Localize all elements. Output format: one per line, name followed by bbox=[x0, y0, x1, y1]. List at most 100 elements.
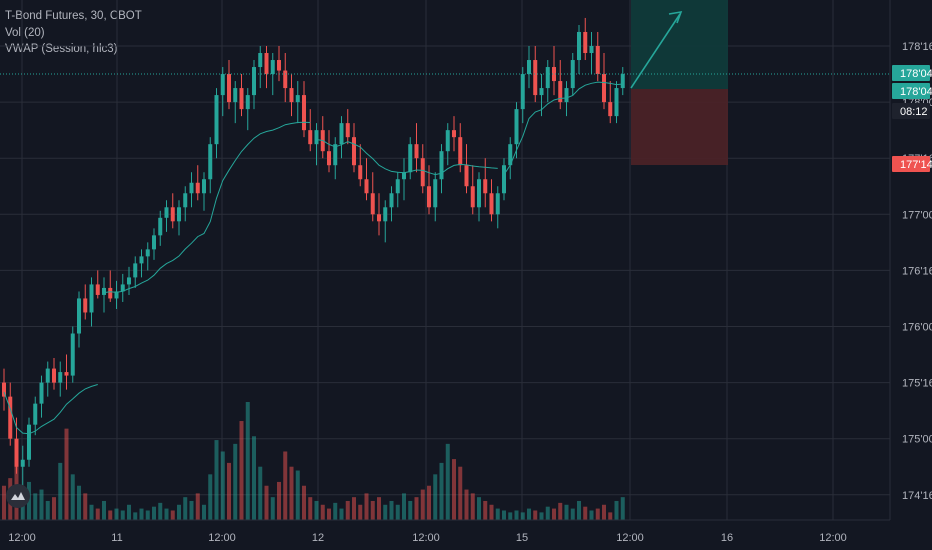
candle-body bbox=[314, 130, 319, 145]
candle-body bbox=[277, 60, 281, 71]
current-price-label: 178'04 bbox=[900, 68, 932, 80]
volume-bar bbox=[220, 451, 225, 520]
candle-body bbox=[389, 193, 394, 208]
volume-bar bbox=[402, 493, 406, 520]
candle-body bbox=[227, 74, 231, 103]
volume-bar bbox=[539, 512, 544, 520]
candle-body bbox=[377, 214, 381, 222]
volume-bar bbox=[464, 489, 469, 520]
volume-bar bbox=[502, 510, 506, 520]
stop-price-label: 177'14 bbox=[900, 159, 932, 171]
time-tick-label: 11 bbox=[111, 532, 122, 544]
stop-price-badge bbox=[892, 156, 930, 172]
candle-body bbox=[20, 459, 25, 467]
volume-bar bbox=[270, 497, 275, 520]
candle-body bbox=[408, 144, 413, 173]
candle-body bbox=[177, 207, 181, 222]
volume-bar bbox=[452, 459, 456, 520]
time-axis[interactable]: 12:00 11 12:00 12 12:00 15 12:00 16 12:00 bbox=[0, 519, 932, 550]
volume-bars bbox=[2, 402, 625, 520]
time-tick-label: 12:00 bbox=[819, 532, 847, 544]
candle-body bbox=[439, 151, 444, 180]
candle-body bbox=[133, 263, 138, 278]
volume-bar bbox=[227, 462, 231, 520]
price-axis[interactable]: 178'16178'00177'16177'00176'16176'00175'… bbox=[889, 0, 932, 550]
candle-body bbox=[258, 53, 263, 68]
volume-bar bbox=[533, 510, 538, 520]
volume-bar bbox=[152, 506, 156, 520]
current-price-badge bbox=[892, 65, 930, 82]
candle-body bbox=[27, 424, 31, 460]
volume-bar bbox=[570, 508, 575, 520]
price-tick-label: 177'00 bbox=[902, 209, 932, 221]
candle-body bbox=[602, 74, 606, 103]
candle-body bbox=[189, 182, 194, 194]
volume-bar bbox=[120, 510, 125, 520]
candle-body bbox=[158, 217, 163, 236]
volume-bar bbox=[620, 497, 625, 520]
candle-body bbox=[214, 95, 219, 145]
volume-bar bbox=[64, 428, 69, 520]
price-tick-label: 174'16 bbox=[902, 490, 932, 502]
volume-bar bbox=[145, 510, 150, 520]
volume-bar bbox=[20, 497, 25, 520]
candle-body bbox=[502, 165, 506, 194]
volume-bar bbox=[195, 493, 200, 520]
volume-bar bbox=[339, 508, 344, 520]
volume-bar bbox=[114, 508, 119, 520]
candle-body bbox=[127, 277, 131, 285]
candle-body bbox=[595, 46, 600, 75]
candle-body bbox=[570, 60, 575, 89]
time-tick-label: 12:00 bbox=[8, 532, 36, 544]
candle-body bbox=[264, 53, 269, 75]
volume-bar bbox=[427, 485, 431, 520]
candle-body bbox=[58, 372, 63, 383]
stop-loss-zone[interactable] bbox=[631, 89, 728, 165]
candle-body bbox=[558, 81, 563, 103]
candle-body bbox=[208, 144, 213, 180]
volume-bar bbox=[233, 443, 238, 520]
candle-body bbox=[333, 144, 338, 166]
candle-body bbox=[308, 130, 313, 145]
volume-bar bbox=[239, 421, 244, 520]
volume-bar bbox=[258, 466, 263, 520]
volume-bar bbox=[214, 440, 219, 520]
candle-body bbox=[164, 207, 169, 218]
candle-body bbox=[89, 284, 94, 313]
candle-body bbox=[352, 137, 356, 166]
candle-body bbox=[477, 179, 481, 208]
volume-bar bbox=[433, 474, 438, 520]
volume-bar bbox=[377, 497, 381, 520]
volume-bar bbox=[370, 500, 375, 520]
candle-body bbox=[545, 67, 550, 89]
volume-indicator-label: Vol (20) bbox=[5, 26, 45, 39]
volume-bar bbox=[445, 443, 450, 520]
volume-bar bbox=[302, 485, 306, 520]
volume-bar bbox=[89, 504, 94, 520]
bar-countdown-label: 08:12 bbox=[900, 106, 928, 118]
candle-body bbox=[533, 60, 538, 96]
tradingview-logo-icon[interactable] bbox=[6, 484, 30, 508]
last-price-badge bbox=[892, 83, 930, 100]
volume-bar bbox=[70, 474, 75, 520]
time-tick-label: 12:00 bbox=[616, 532, 644, 544]
risk-reward-zones[interactable] bbox=[630, 0, 728, 165]
candle-body bbox=[452, 130, 456, 138]
candle-body bbox=[245, 95, 250, 110]
candle-body bbox=[14, 438, 19, 467]
candle-body bbox=[270, 60, 275, 75]
volume-bar bbox=[558, 502, 563, 520]
candle-body bbox=[39, 382, 44, 404]
candle-body bbox=[327, 151, 331, 166]
candle-body bbox=[220, 74, 225, 96]
profit-target-zone[interactable] bbox=[631, 0, 728, 89]
candle-body bbox=[470, 186, 475, 208]
vwap-segment bbox=[503, 81, 623, 175]
time-axis-background bbox=[0, 520, 932, 550]
volume-bar bbox=[252, 436, 256, 520]
vwap-segment bbox=[103, 121, 311, 294]
volume-bar bbox=[389, 500, 394, 520]
volume-bar bbox=[183, 497, 188, 520]
candle-body bbox=[102, 287, 106, 295]
